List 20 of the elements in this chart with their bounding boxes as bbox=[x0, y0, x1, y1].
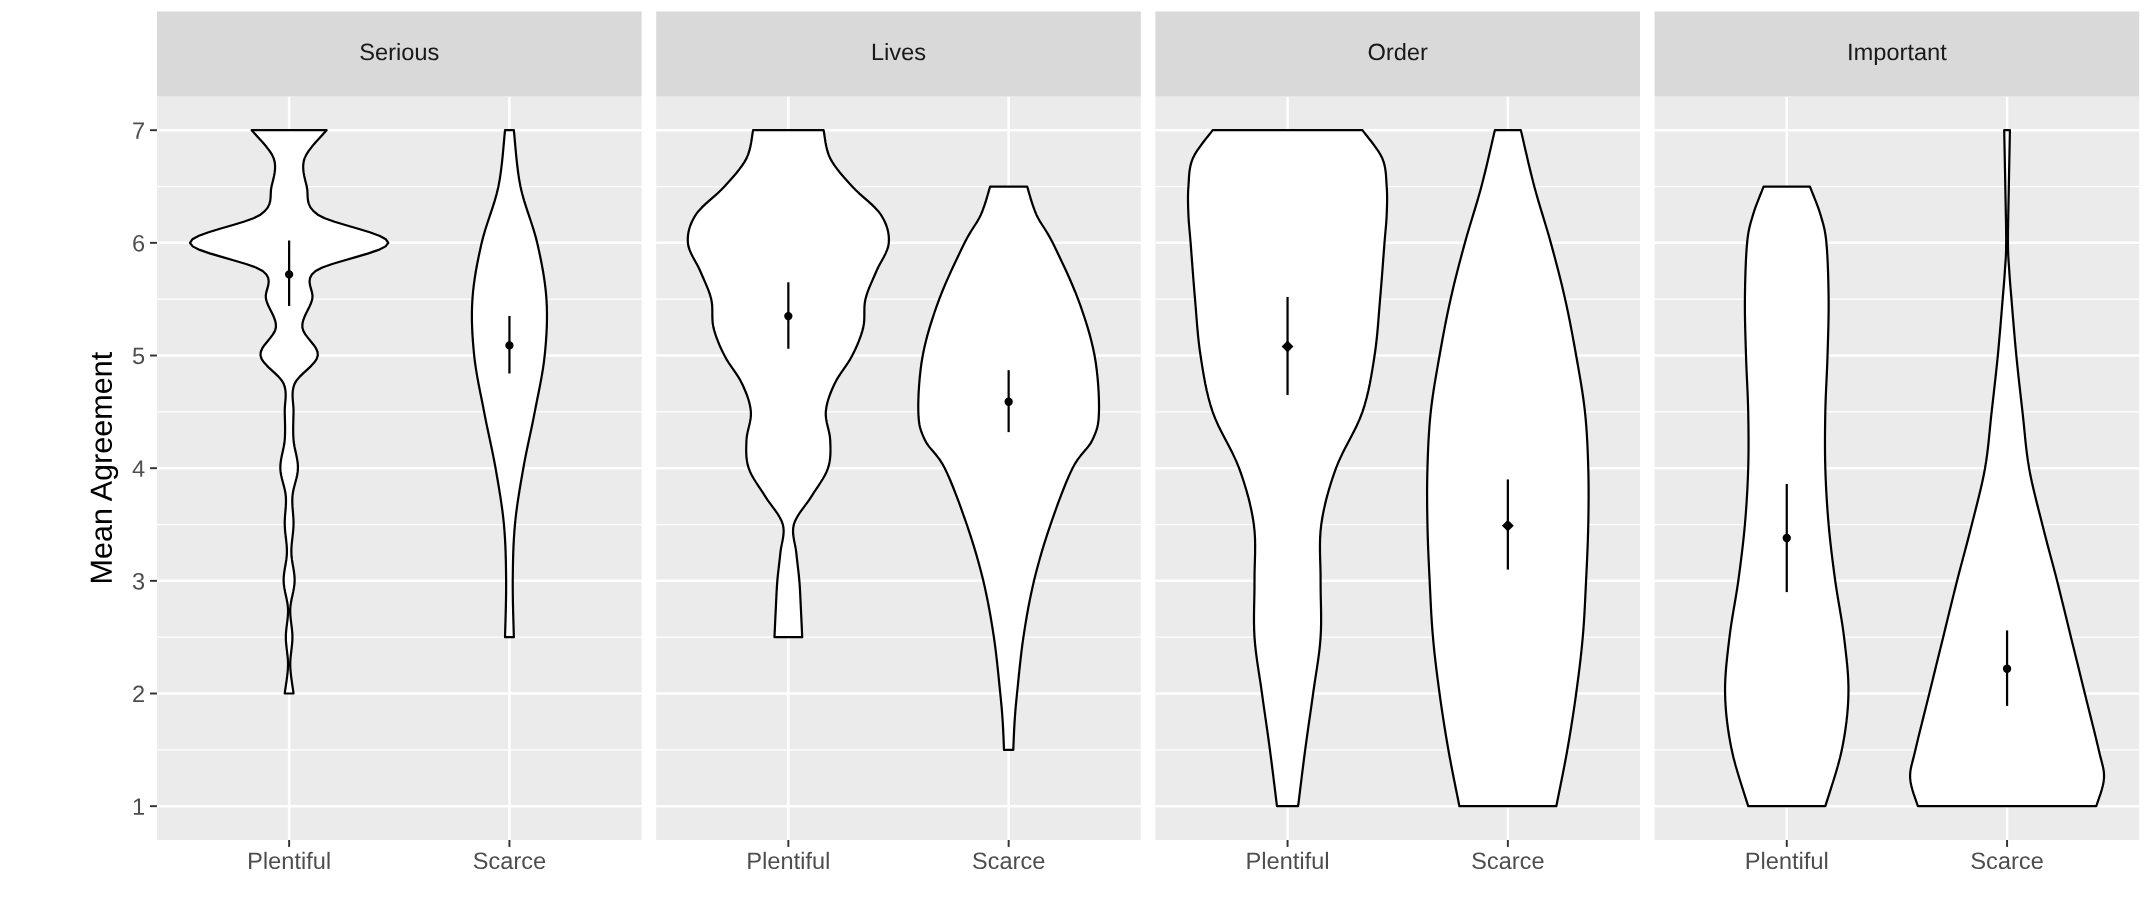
x-tick-label: Plentiful bbox=[249, 851, 330, 870]
y-tick-label: 1 bbox=[133, 798, 144, 815]
y-tick-label: 7 bbox=[133, 122, 144, 139]
chart-title: Serious bbox=[360, 43, 439, 61]
chart-title: Important bbox=[1849, 43, 1947, 66]
x-tick-label: Scarce bbox=[1472, 852, 1544, 870]
x-tick-label: Scarce bbox=[972, 852, 1045, 870]
y-tick-label: 5 bbox=[132, 347, 145, 365]
x-tick-label: Scarce bbox=[473, 852, 546, 870]
y-tick-label: 6 bbox=[133, 234, 145, 252]
x-tick-label: Plentiful bbox=[1746, 851, 1828, 870]
y-axis-title: Mean Agreement bbox=[90, 352, 119, 583]
chart-title: Order bbox=[1368, 43, 1428, 61]
y-tick-label: 4 bbox=[132, 460, 145, 477]
y-tick-label: 3 bbox=[132, 572, 145, 590]
y-tick-label: 2 bbox=[133, 685, 144, 703]
x-tick-label: Plentiful bbox=[1247, 851, 1328, 870]
chart-title: Lives bbox=[872, 43, 926, 61]
x-tick-label: Plentiful bbox=[748, 851, 829, 870]
x-tick-label: Scarce bbox=[1971, 852, 2043, 870]
